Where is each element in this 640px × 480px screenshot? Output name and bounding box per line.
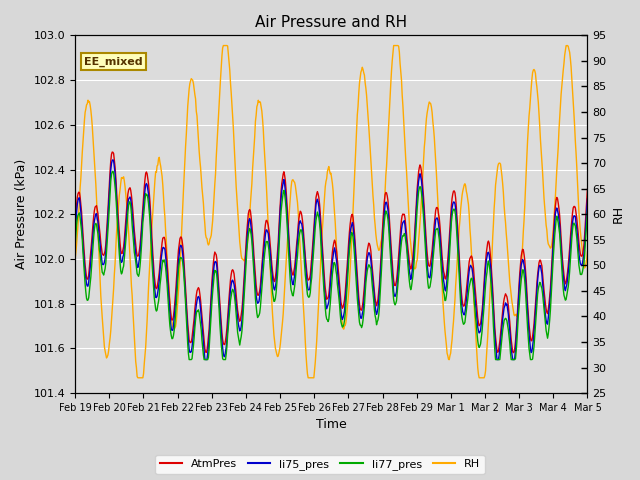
RH bbox=[71, 256, 79, 262]
AtmPres bbox=[584, 186, 591, 192]
li75_pres bbox=[71, 232, 79, 238]
X-axis label: Time: Time bbox=[316, 419, 347, 432]
li75_pres bbox=[202, 357, 209, 362]
AtmPres bbox=[108, 149, 116, 155]
RH bbox=[81, 118, 88, 123]
li75_pres bbox=[109, 157, 116, 163]
li77_pres bbox=[81, 271, 88, 276]
li77_pres bbox=[186, 357, 193, 362]
li75_pres bbox=[395, 264, 403, 269]
RH bbox=[584, 249, 591, 255]
RH bbox=[133, 373, 141, 379]
li77_pres bbox=[214, 285, 221, 290]
li75_pres bbox=[584, 196, 591, 202]
AtmPres bbox=[213, 257, 221, 263]
li77_pres bbox=[584, 208, 591, 214]
li77_pres bbox=[71, 242, 79, 248]
li77_pres bbox=[395, 274, 403, 280]
Line: li75_pres: li75_pres bbox=[75, 160, 588, 360]
RH bbox=[395, 43, 403, 49]
li77_pres bbox=[134, 272, 141, 278]
Y-axis label: Air Pressure (kPa): Air Pressure (kPa) bbox=[15, 159, 28, 269]
RH bbox=[186, 81, 194, 86]
li75_pres bbox=[410, 254, 417, 260]
Legend: AtmPres, li75_pres, li77_pres, RH: AtmPres, li75_pres, li77_pres, RH bbox=[156, 455, 484, 474]
li75_pres bbox=[134, 264, 141, 270]
RH bbox=[213, 141, 221, 147]
li75_pres bbox=[81, 262, 88, 267]
li75_pres bbox=[214, 276, 221, 281]
RH bbox=[134, 375, 141, 381]
AtmPres bbox=[186, 339, 194, 345]
RH bbox=[410, 264, 417, 270]
li75_pres bbox=[186, 349, 194, 355]
Line: AtmPres: AtmPres bbox=[75, 152, 588, 353]
Y-axis label: RH: RH bbox=[612, 205, 625, 223]
RH bbox=[220, 43, 227, 48]
AtmPres bbox=[134, 253, 141, 259]
AtmPres bbox=[394, 262, 402, 268]
Title: Air Pressure and RH: Air Pressure and RH bbox=[255, 15, 408, 30]
AtmPres bbox=[509, 350, 517, 356]
li77_pres bbox=[109, 168, 116, 174]
AtmPres bbox=[81, 253, 88, 259]
li77_pres bbox=[187, 357, 195, 362]
Line: RH: RH bbox=[75, 46, 588, 378]
li77_pres bbox=[410, 265, 417, 271]
Text: EE_mixed: EE_mixed bbox=[84, 57, 143, 67]
AtmPres bbox=[71, 223, 79, 229]
AtmPres bbox=[409, 254, 417, 260]
Line: li77_pres: li77_pres bbox=[75, 171, 588, 360]
